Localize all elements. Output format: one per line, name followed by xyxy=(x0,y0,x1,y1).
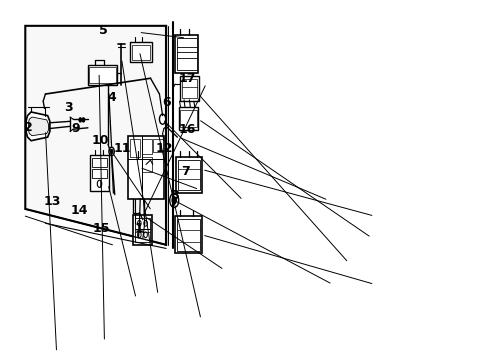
Circle shape xyxy=(109,147,114,156)
Bar xyxy=(135,217,150,242)
Bar xyxy=(177,38,196,69)
Text: 6: 6 xyxy=(162,96,171,109)
Circle shape xyxy=(143,232,147,238)
Bar xyxy=(89,67,116,83)
Text: 11: 11 xyxy=(113,141,131,154)
Text: 14: 14 xyxy=(71,204,88,217)
Circle shape xyxy=(82,118,84,122)
Bar xyxy=(130,139,140,157)
Bar xyxy=(152,139,162,152)
Bar xyxy=(132,45,150,59)
Bar xyxy=(178,160,200,190)
Text: 17: 17 xyxy=(179,72,196,85)
Polygon shape xyxy=(28,117,48,136)
Circle shape xyxy=(79,118,81,122)
Bar xyxy=(92,158,107,167)
Polygon shape xyxy=(26,112,50,141)
Text: 9: 9 xyxy=(72,122,81,135)
Text: 2: 2 xyxy=(24,121,33,134)
Polygon shape xyxy=(132,159,146,176)
Bar xyxy=(128,136,163,199)
Bar xyxy=(142,139,152,154)
Bar xyxy=(178,107,198,130)
Circle shape xyxy=(172,197,176,204)
Bar xyxy=(177,219,200,251)
Bar xyxy=(180,110,196,127)
Circle shape xyxy=(159,114,165,124)
Text: 4: 4 xyxy=(108,91,116,104)
Bar xyxy=(92,170,107,178)
Text: 15: 15 xyxy=(92,222,109,235)
Circle shape xyxy=(169,193,178,207)
Bar xyxy=(88,65,117,85)
Text: 7: 7 xyxy=(181,165,189,178)
Circle shape xyxy=(137,220,141,226)
Circle shape xyxy=(143,220,147,226)
Text: 1: 1 xyxy=(134,222,142,235)
Polygon shape xyxy=(25,26,166,245)
Circle shape xyxy=(137,232,141,238)
Bar xyxy=(90,155,109,191)
Text: 13: 13 xyxy=(44,194,61,208)
Bar xyxy=(130,42,152,62)
Text: 12: 12 xyxy=(156,141,173,154)
Bar xyxy=(175,35,198,72)
Bar xyxy=(142,157,152,172)
Text: 8: 8 xyxy=(170,189,179,202)
Bar xyxy=(133,215,152,245)
Text: 5: 5 xyxy=(99,24,108,37)
Bar xyxy=(182,79,197,98)
Bar xyxy=(176,157,202,193)
Bar xyxy=(180,76,199,101)
Text: 10: 10 xyxy=(91,134,109,147)
Text: 3: 3 xyxy=(64,102,73,114)
Text: 16: 16 xyxy=(179,123,196,136)
Bar xyxy=(175,216,202,253)
Circle shape xyxy=(110,149,113,154)
Circle shape xyxy=(97,180,102,188)
